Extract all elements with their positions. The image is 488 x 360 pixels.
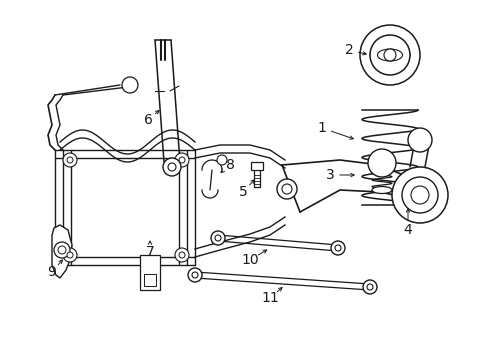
Circle shape [362,280,376,294]
Text: 11: 11 [261,291,278,305]
Circle shape [168,163,176,171]
Circle shape [367,149,395,177]
Text: 7: 7 [145,245,154,259]
Circle shape [175,153,189,167]
Circle shape [407,128,431,152]
Circle shape [187,268,202,282]
Polygon shape [52,225,72,278]
Circle shape [383,49,395,61]
Text: 3: 3 [325,168,334,182]
Circle shape [179,252,184,258]
Bar [250,162,263,170]
Bar [143,274,156,286]
Circle shape [217,155,226,165]
Circle shape [163,158,181,176]
Circle shape [67,252,73,258]
Text: 4: 4 [403,223,411,237]
Circle shape [359,25,419,85]
Circle shape [330,241,345,255]
Circle shape [210,231,224,245]
Circle shape [63,248,77,262]
Circle shape [122,77,138,93]
Text: 10: 10 [241,253,258,267]
Circle shape [369,35,409,75]
Circle shape [391,167,447,223]
Circle shape [67,157,73,163]
Circle shape [334,245,340,251]
Bar [140,255,160,290]
Circle shape [192,272,198,278]
Circle shape [179,157,184,163]
Circle shape [63,153,77,167]
Ellipse shape [377,49,402,61]
Circle shape [175,248,189,262]
Circle shape [410,186,428,204]
Ellipse shape [369,46,409,64]
Ellipse shape [371,186,391,193]
Text: 2: 2 [344,43,353,57]
Text: 1: 1 [317,121,326,135]
Circle shape [58,246,66,254]
Circle shape [282,184,291,194]
Circle shape [276,179,296,199]
Circle shape [401,177,437,213]
Circle shape [366,284,372,290]
Text: 6: 6 [143,113,152,127]
Text: 8: 8 [225,158,234,172]
Text: 9: 9 [47,265,56,279]
Circle shape [215,235,221,241]
Circle shape [54,242,70,258]
Text: 5: 5 [238,185,247,199]
